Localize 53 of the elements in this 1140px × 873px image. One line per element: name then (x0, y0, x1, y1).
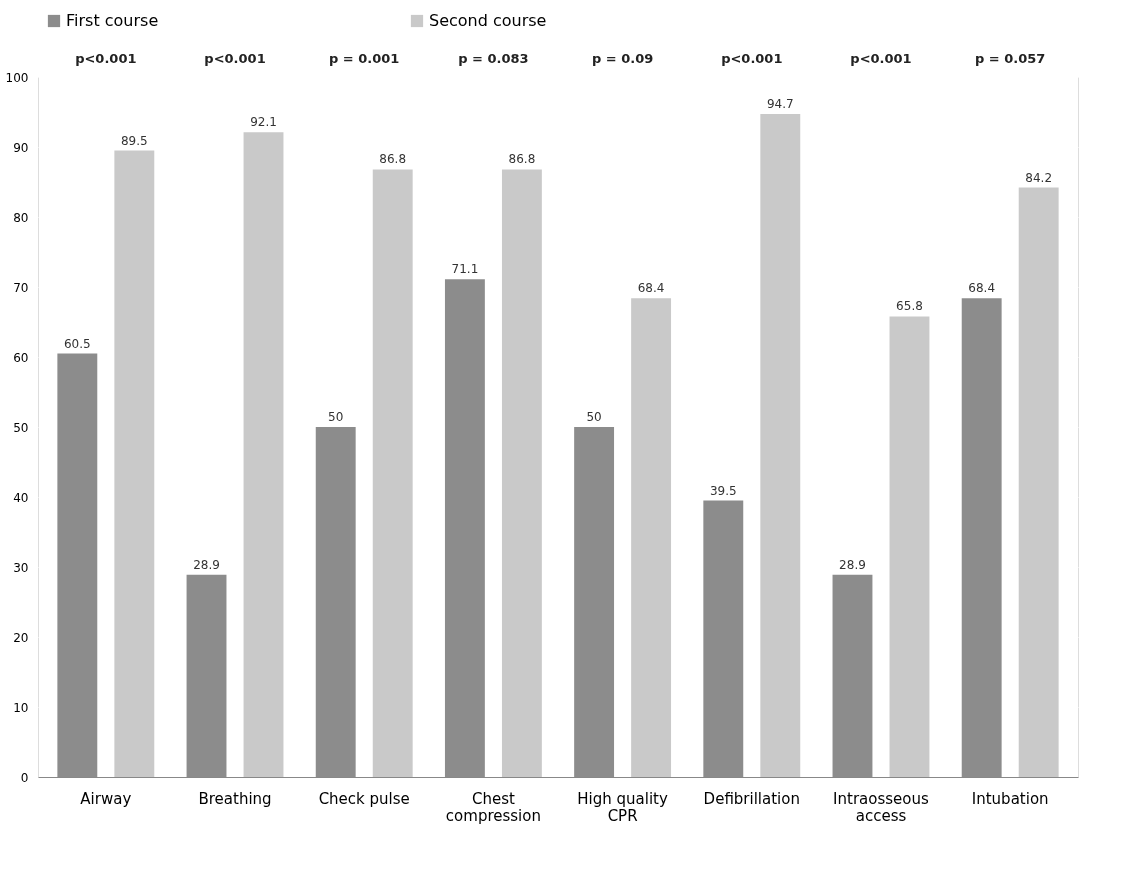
text: p<0.001 (204, 51, 266, 66)
y-tick-label: 70 (13, 280, 29, 295)
data-label: 86.8 (379, 152, 407, 167)
bar (243, 132, 284, 777)
data-label: 28.9 (839, 557, 866, 572)
data-label: 89.5 (120, 133, 148, 148)
x-tick-label: High quality CPR (577, 789, 668, 825)
text: p<0.001 (850, 51, 912, 66)
y-tick-label: 20 (13, 630, 29, 645)
x-tick-label: Airway (80, 789, 132, 808)
x-tick-label: Breathing (198, 789, 272, 808)
x-tick-label: Intubation (971, 789, 1049, 808)
bar (631, 298, 672, 777)
y-tick-label: 10 (13, 700, 29, 715)
x-tick-label: Intraosseous access (833, 789, 930, 825)
text: p<0.001 (721, 51, 783, 66)
text: p = 0.057 (974, 51, 1046, 66)
bar (1018, 187, 1059, 777)
bar (372, 169, 413, 777)
data-label: 92.1 (250, 115, 277, 130)
data-label: 60.5 (63, 336, 91, 351)
data-label: 28.9 (193, 557, 220, 572)
text: p = 0.083 (458, 51, 529, 66)
legend-label: First course (66, 11, 159, 30)
data-label: 94.7 (766, 97, 794, 112)
data-label: 68.4 (968, 281, 996, 296)
x-tick-label: Chest compression (445, 789, 541, 825)
y-tick-label: 100 (5, 70, 29, 85)
y-tick-label: 90 (13, 140, 29, 155)
y-tick-label: 30 (13, 560, 29, 575)
bar (501, 169, 542, 777)
data-label: 86.8 (508, 152, 536, 167)
y-tick-label: 50 (13, 420, 29, 435)
bar (889, 316, 930, 777)
y-tick-label: 80 (13, 210, 29, 225)
x-tick-label: Defibrillation (703, 789, 800, 808)
data-label: 84.2 (1025, 170, 1053, 185)
legend-label: Second course (429, 11, 547, 30)
y-tick-label: 0 (20, 770, 29, 785)
x-tick-label: Check pulse (318, 789, 410, 808)
y-tick-label: 40 (13, 490, 29, 505)
text: p<0.001 (75, 51, 137, 66)
data-label: 68.4 (637, 281, 665, 296)
data-label: 71.1 (451, 262, 479, 277)
data-label: 39.5 (709, 483, 737, 498)
data-label: 50 (328, 410, 344, 424)
bar (760, 114, 801, 777)
data-label: 65.8 (896, 299, 923, 314)
data-label: 50 (586, 410, 602, 424)
text: p = 0.09 (591, 51, 654, 66)
y-tick-label: 60 (13, 350, 29, 365)
text: p = 0.001 (329, 51, 400, 66)
bar (114, 150, 155, 777)
